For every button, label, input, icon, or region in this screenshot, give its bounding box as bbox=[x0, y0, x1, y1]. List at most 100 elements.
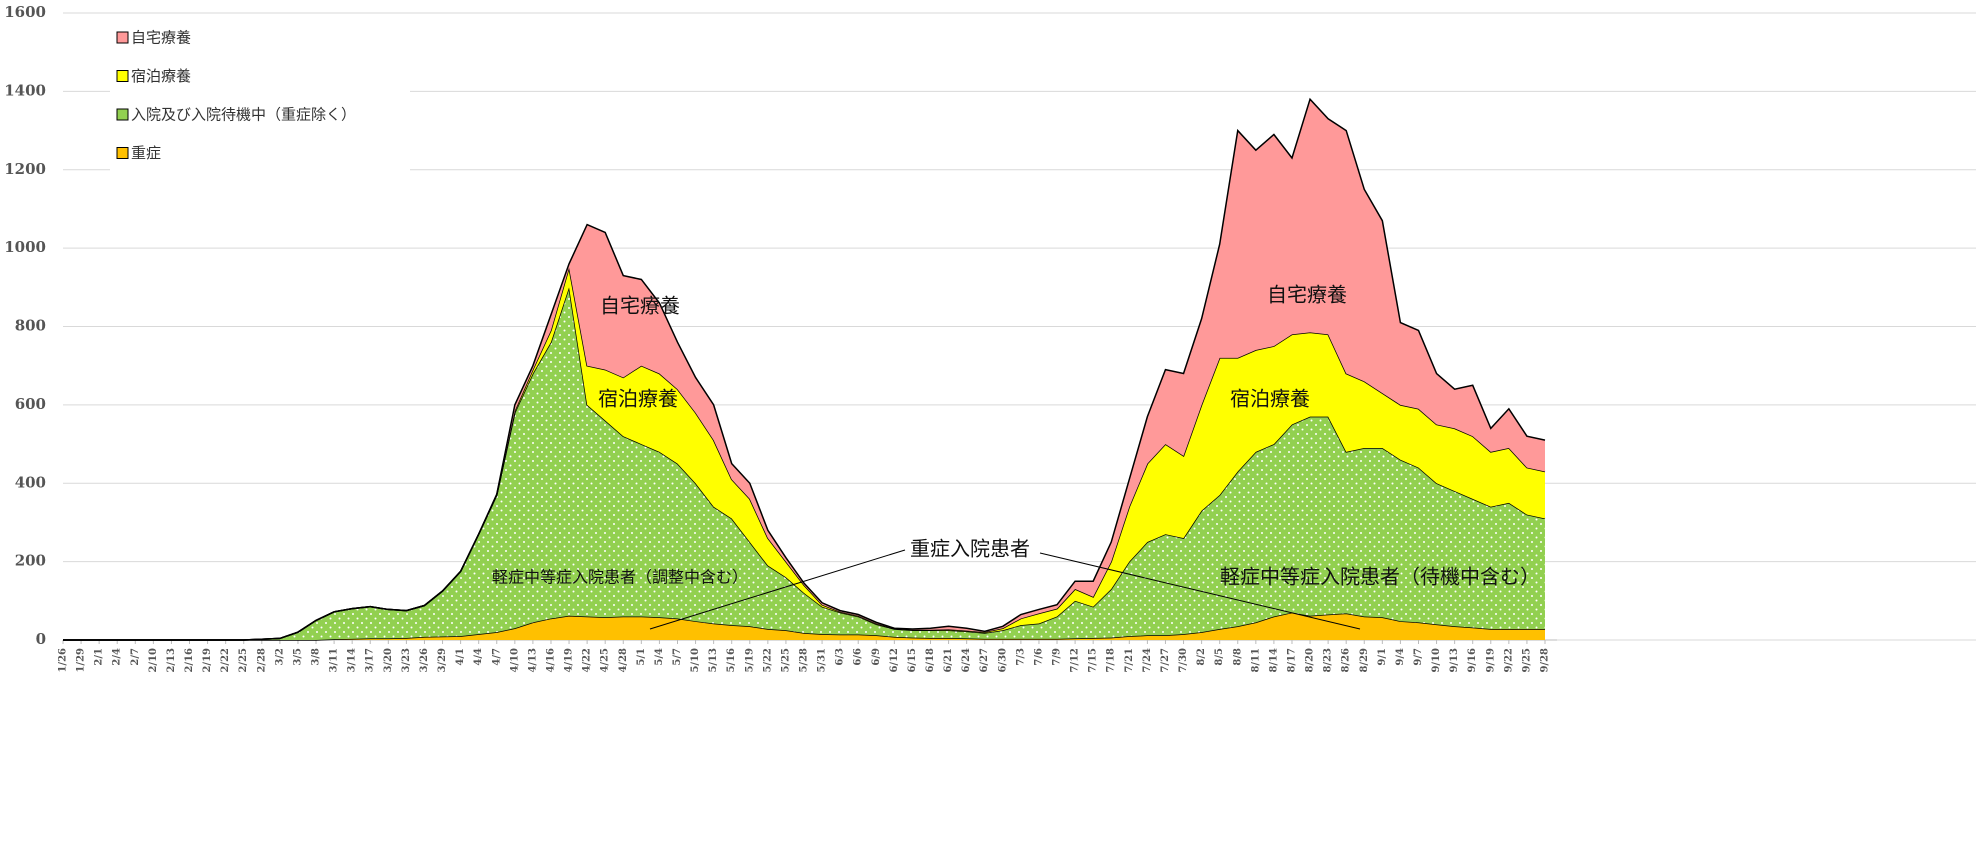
x-tick-label: 3/26 bbox=[419, 648, 430, 673]
x-tick-label: 6/3 bbox=[835, 648, 846, 666]
annotation: 軽症中等症入院患者（待機中含む） bbox=[1220, 565, 1540, 589]
x-tick-label: 5/7 bbox=[672, 648, 683, 666]
x-tick-label: 9/13 bbox=[1449, 648, 1460, 673]
x-tick-label: 7/18 bbox=[1106, 648, 1117, 673]
x-tick-label: 4/22 bbox=[582, 648, 593, 673]
x-tick-label: 5/1 bbox=[636, 648, 647, 666]
x-tick-label: 3/20 bbox=[383, 648, 394, 673]
annotation: 自宅療養 bbox=[600, 294, 680, 318]
x-tick-label: 4/19 bbox=[564, 648, 575, 673]
x-tick-label: 3/5 bbox=[292, 648, 303, 666]
annotation: 宿泊療養 bbox=[598, 387, 678, 411]
x-tick-label: 2/1 bbox=[94, 648, 105, 666]
x-tick-label: 6/30 bbox=[997, 648, 1008, 673]
legend-box bbox=[110, 20, 410, 178]
annotation: 重症入院患者 bbox=[910, 537, 1030, 561]
x-tick-label: 4/7 bbox=[491, 648, 502, 666]
area bbox=[63, 267, 1545, 640]
legend-label: 入院及び入院待機中（重症除く） bbox=[131, 106, 356, 124]
legend-swatch bbox=[116, 108, 129, 121]
x-tick-label: 4/13 bbox=[527, 648, 538, 673]
x-tick-label: 9/4 bbox=[1395, 648, 1406, 666]
x-tick-label: 8/20 bbox=[1305, 648, 1316, 673]
leader-line bbox=[649, 549, 906, 630]
legend-label: 重症 bbox=[131, 144, 161, 162]
x-tick-label: 7/6 bbox=[1033, 648, 1044, 666]
x-tick-label: 3/29 bbox=[437, 648, 448, 673]
x-tick-label: 6/24 bbox=[961, 648, 972, 673]
y-tick-label: 1000 bbox=[4, 238, 46, 256]
x-tick-label: 5/22 bbox=[762, 648, 773, 673]
legend-label: 宿泊療養 bbox=[131, 67, 191, 85]
x-tick-label: 8/17 bbox=[1286, 648, 1297, 673]
y-tick-label: 0 bbox=[36, 630, 46, 648]
legend-swatch bbox=[116, 70, 129, 82]
x-tick-label: 2/28 bbox=[256, 648, 267, 673]
x-tick-label: 8/29 bbox=[1359, 648, 1370, 673]
area-outline bbox=[63, 97, 1546, 641]
x-tick-label: 6/27 bbox=[979, 648, 990, 673]
x-tick-label: 8/14 bbox=[1268, 648, 1279, 673]
x-tick-label: 4/10 bbox=[509, 648, 520, 673]
x-tick-label: 9/7 bbox=[1413, 648, 1424, 666]
x-tick-label: 2/10 bbox=[148, 648, 159, 673]
x-tick-label: 2/19 bbox=[202, 648, 213, 673]
x-tick-label: 1/29 bbox=[76, 648, 87, 673]
x-tick-label: 9/25 bbox=[1521, 648, 1532, 673]
x-tick-label: 3/14 bbox=[347, 648, 358, 673]
areas bbox=[63, 97, 1546, 641]
x-tick-label: 7/12 bbox=[1070, 648, 1081, 673]
x-tick-label: 9/10 bbox=[1431, 648, 1442, 673]
x-tick-label: 4/28 bbox=[618, 648, 629, 673]
x-tick-label: 7/24 bbox=[1142, 648, 1153, 673]
legend-swatch bbox=[116, 31, 129, 44]
x-tick-label: 6/9 bbox=[871, 648, 882, 666]
y-tick-label: 800 bbox=[15, 317, 46, 335]
x-tick-label: 2/25 bbox=[238, 648, 249, 673]
x-tick-label: 3/11 bbox=[329, 648, 340, 673]
x-tick-label: 9/1 bbox=[1377, 648, 1388, 666]
x-tick-label: 7/3 bbox=[1015, 648, 1026, 666]
x-tick-label: 2/7 bbox=[130, 648, 141, 666]
x-tick-label: 8/2 bbox=[1196, 648, 1207, 666]
x-tick-label: 8/26 bbox=[1341, 648, 1352, 673]
y-tick-label: 1200 bbox=[4, 160, 46, 178]
x-tick-label: 8/11 bbox=[1250, 648, 1261, 673]
x-tick-label: 3/17 bbox=[365, 648, 376, 673]
x-tick-label: 9/19 bbox=[1485, 648, 1496, 673]
leader-line bbox=[1039, 552, 1361, 630]
x-tick-label: 5/31 bbox=[817, 648, 828, 673]
x-tick-label: 8/8 bbox=[1232, 648, 1243, 666]
x-tick-label: 6/18 bbox=[925, 648, 936, 673]
x-tick-label: 4/25 bbox=[600, 648, 611, 673]
y-tick-label: 1600 bbox=[4, 3, 46, 21]
x-tick-label: 2/4 bbox=[112, 648, 123, 666]
x-tick-label: 2/16 bbox=[184, 648, 195, 673]
x-tick-label: 8/23 bbox=[1323, 648, 1334, 673]
legend-label: 自宅療養 bbox=[131, 29, 191, 47]
area bbox=[63, 612, 1545, 640]
x-tick-label: 5/28 bbox=[799, 648, 810, 673]
x-tick-label: 3/8 bbox=[311, 648, 322, 666]
x-tick-label: 9/28 bbox=[1540, 648, 1551, 673]
x-tick-label: 1/26 bbox=[58, 648, 69, 673]
x-tick-label: 2/22 bbox=[220, 648, 231, 673]
annotation: 軽症中等症入院患者（調整中含む） bbox=[492, 568, 748, 587]
x-tick-label: 7/21 bbox=[1124, 648, 1135, 673]
x-tick-label: 4/4 bbox=[473, 648, 484, 666]
x-tick-label: 6/12 bbox=[889, 648, 900, 673]
x-tick-label: 8/5 bbox=[1214, 648, 1225, 666]
x-tick-label: 7/15 bbox=[1088, 648, 1099, 673]
x-tick-label: 9/16 bbox=[1467, 648, 1478, 673]
x-tick-label: 6/15 bbox=[907, 648, 918, 673]
y-tick-label: 200 bbox=[15, 552, 46, 570]
x-tick-label: 4/1 bbox=[455, 648, 466, 666]
x-tick-label: 2/13 bbox=[166, 648, 177, 673]
y-tick-label: 1400 bbox=[4, 81, 46, 99]
x-tick-label: 3/23 bbox=[401, 648, 412, 673]
x-tick-label: 6/6 bbox=[853, 648, 864, 666]
annotation: 宿泊療養 bbox=[1230, 387, 1310, 411]
x-tick-label: 5/25 bbox=[780, 648, 791, 673]
overlay: 自宅療養宿泊療養入院及び入院待機中（重症除く）重症自宅療養宿泊療養軽症中等症入院… bbox=[110, 20, 1540, 630]
